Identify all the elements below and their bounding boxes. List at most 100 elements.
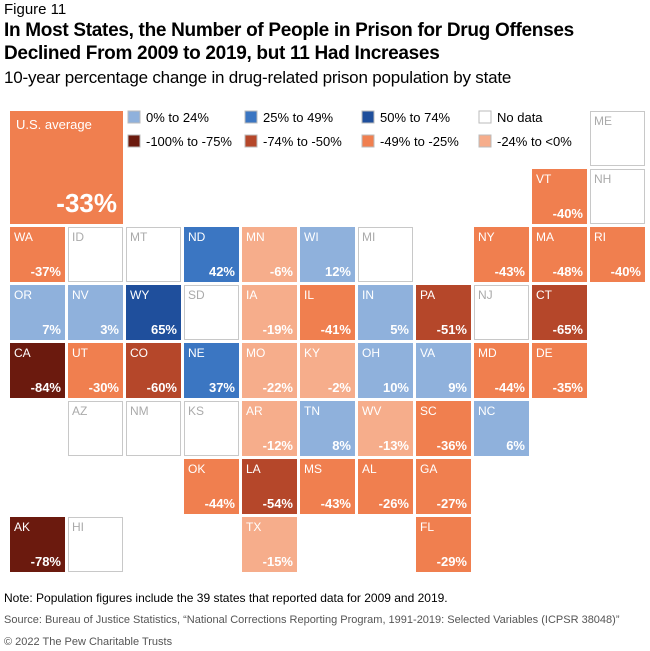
state-label: NH (594, 172, 611, 186)
value-label: -48% (553, 264, 584, 279)
legend-swatch (361, 134, 375, 148)
tile-no-data (184, 401, 239, 456)
state-tile (416, 517, 471, 572)
state-label: NJ (478, 288, 493, 302)
state-tile (184, 343, 239, 398)
state-label: AK (14, 520, 30, 534)
value-label: -22% (263, 380, 294, 395)
state-label: OR (14, 288, 32, 302)
value-label: -41% (321, 322, 352, 337)
state-label: ND (188, 230, 206, 244)
value-label: -37% (31, 264, 62, 279)
value-label: -2% (328, 380, 352, 395)
state-tile (416, 401, 471, 456)
state-tile (10, 285, 65, 340)
state-label: FL (420, 520, 434, 534)
state-tile (10, 343, 65, 398)
state-label: AL (362, 462, 377, 476)
state-label: WI (304, 230, 319, 244)
state-tile (300, 401, 355, 456)
value-label: -15% (263, 554, 294, 569)
state-tile (358, 343, 413, 398)
tile-no-data (68, 227, 123, 282)
legend-swatch (244, 110, 258, 124)
legend-swatch (127, 134, 141, 148)
value-label: 7% (42, 322, 61, 337)
state-tile (532, 169, 587, 224)
state-label: ID (72, 230, 84, 244)
state-label: NM (130, 404, 149, 418)
state-tile (358, 401, 413, 456)
value-label: 8% (332, 438, 351, 453)
state-tile (10, 227, 65, 282)
legend-swatch (478, 134, 492, 148)
state-tile (242, 517, 297, 572)
value-label: -19% (263, 322, 294, 337)
legend-swatch (244, 134, 258, 148)
state-label: MT (130, 230, 148, 244)
state-tile (242, 343, 297, 398)
state-label: NV (72, 288, 89, 302)
value-label: -29% (437, 554, 468, 569)
state-label: HI (72, 520, 84, 534)
state-label: MS (304, 462, 322, 476)
state-tile (68, 343, 123, 398)
state-tile (300, 285, 355, 340)
value-label: -35% (553, 380, 584, 395)
state-tile (10, 517, 65, 572)
value-label: 5% (390, 322, 409, 337)
state-label: AZ (72, 404, 87, 418)
legend-swatch (127, 110, 141, 124)
figure-label: Figure 11 (4, 1, 67, 18)
value-label: -78% (31, 554, 62, 569)
value-label: -84% (31, 380, 62, 395)
state-label: MD (478, 346, 497, 360)
chart-subtitle: 10-year percentage change in drug-relate… (4, 68, 512, 87)
value-label: -30% (89, 380, 120, 395)
state-tile (474, 343, 529, 398)
average-tile (10, 111, 123, 224)
value-label: -6% (270, 264, 294, 279)
value-label: -40% (611, 264, 642, 279)
value-label: -12% (263, 438, 294, 453)
state-label: MO (246, 346, 265, 360)
legend-label: -100% to -75% (146, 134, 232, 149)
state-tile (242, 285, 297, 340)
tile-no-data (184, 285, 239, 340)
state-label: NE (188, 346, 205, 360)
tile-no-data (126, 227, 181, 282)
tile-no-data (68, 517, 123, 572)
state-label: RI (594, 230, 606, 244)
state-label: KY (304, 346, 320, 360)
value-label: -44% (495, 380, 526, 395)
state-tile (416, 285, 471, 340)
state-label: WA (14, 230, 33, 244)
state-label: ME (594, 114, 612, 128)
value-label: 3% (100, 322, 119, 337)
state-label: CO (130, 346, 148, 360)
state-tile (474, 227, 529, 282)
source: Source: Bureau of Justice Statistics, “N… (4, 614, 620, 626)
state-tile (416, 343, 471, 398)
legend-swatch (361, 110, 375, 124)
state-tile (242, 227, 297, 282)
state-tile (590, 227, 645, 282)
note: Note: Population figures include the 39 … (4, 591, 448, 605)
state-tile (532, 343, 587, 398)
state-label: DE (536, 346, 553, 360)
state-label: NY (478, 230, 495, 244)
legend-label: 25% to 49% (263, 110, 334, 125)
value-label: -51% (437, 322, 468, 337)
state-label: WY (130, 288, 149, 302)
state-tile (126, 343, 181, 398)
state-label: VA (420, 346, 435, 360)
state-label: OH (362, 346, 380, 360)
value-label: 42% (209, 264, 235, 279)
state-tile (358, 459, 413, 514)
state-tile (474, 401, 529, 456)
state-tile (532, 227, 587, 282)
copyright: © 2022 The Pew Charitable Trusts (4, 636, 173, 648)
legend-label: 0% to 24% (146, 110, 209, 125)
tile-no-data (68, 401, 123, 456)
tile-no-data (590, 169, 645, 224)
